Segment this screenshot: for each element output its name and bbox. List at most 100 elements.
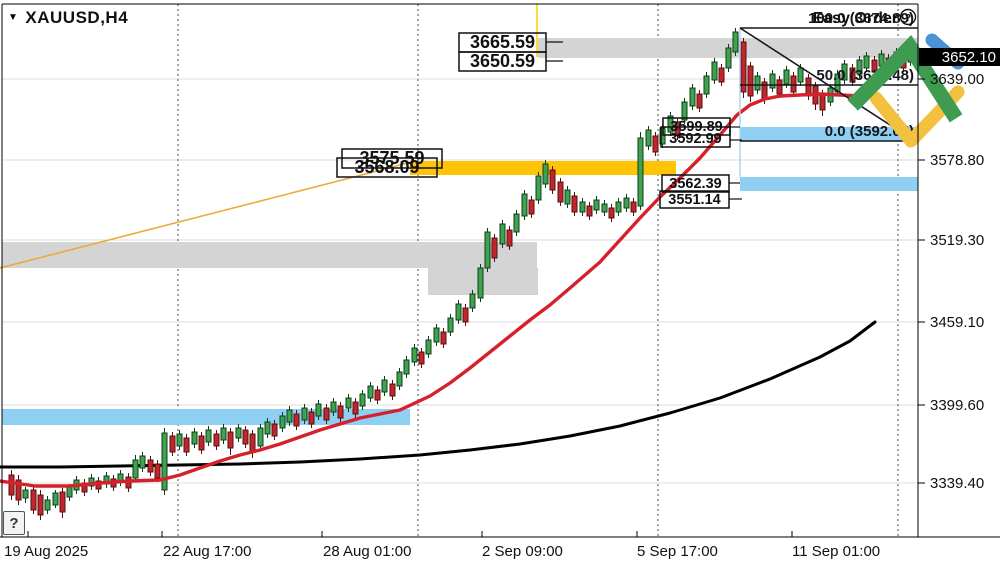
bull-candle [689, 87, 696, 107]
broker-logo-green-chevron [847, 35, 963, 123]
bull-candle [425, 339, 432, 355]
bull-candle [477, 267, 484, 299]
help-button[interactable]: ? [3, 511, 25, 535]
easy-order-label[interactable]: Easy Order [813, 10, 898, 27]
bull-candle [359, 393, 366, 407]
bear-candle [747, 65, 754, 97]
bull-candle [623, 197, 630, 209]
bear-candle [528, 199, 535, 215]
time-axis-label: 22 Aug 17:00 [163, 543, 251, 560]
bull-candle [367, 385, 374, 399]
bear-candle [557, 181, 564, 203]
current-price-tag [919, 48, 1000, 66]
bull-candle [139, 455, 146, 469]
bear-candle [308, 411, 315, 425]
price-level-label: 3650.59 [470, 51, 535, 71]
fib-level-label: 100.0 (3674.89) [808, 10, 914, 27]
bull-candle [841, 63, 848, 81]
bull-candle [542, 163, 549, 185]
bull-candle [411, 347, 418, 363]
price-axis-label: 3639.00 [930, 71, 984, 88]
bull-candle [286, 409, 293, 423]
easy-order-badge-icon[interactable] [899, 8, 917, 26]
bull-candle [725, 47, 732, 69]
bull-candle [863, 55, 870, 69]
bear-candle [389, 383, 396, 397]
price-level-label: 3551.14 [668, 192, 720, 208]
bull-candle [521, 193, 528, 217]
price-axis-label: 3399.60 [930, 397, 984, 414]
bull-candle [769, 73, 776, 89]
time-axis-label: 19 Aug 2025 [4, 543, 88, 560]
price-level-box [458, 51, 547, 72]
bear-candle [608, 207, 615, 219]
bear-candle [819, 93, 826, 111]
bear-candle [242, 429, 249, 445]
price-axis-label: 3459.10 [930, 314, 984, 331]
bull-candle [513, 213, 520, 233]
price-level-label: 3665.59 [470, 32, 535, 52]
bull-candle [52, 492, 59, 506]
bull-candle [315, 403, 322, 417]
bull-candle [66, 486, 73, 498]
bear-candle [571, 195, 578, 213]
time-axis-label: 28 Aug 01:00 [323, 543, 411, 560]
bear-candle [849, 67, 856, 83]
bear-candle [871, 59, 878, 73]
easy-order-badge-glyph: ? [905, 13, 911, 24]
bear-candle [37, 494, 44, 516]
bear-candle [352, 401, 359, 415]
bull-candle [484, 231, 491, 269]
bear-candle [183, 437, 190, 453]
bull-candle [667, 115, 674, 133]
bull-candle [601, 203, 608, 213]
bear-candle [169, 435, 176, 453]
price-axis-label: 3519.30 [930, 232, 984, 249]
bear-candle [652, 135, 659, 153]
bear-candle [337, 405, 344, 419]
blue-zone-right-lower [740, 177, 918, 191]
bull-candle [403, 359, 410, 375]
price-level-box [661, 174, 730, 193]
bull-candle [797, 67, 804, 83]
bear-candle [776, 79, 783, 95]
bull-candle [44, 499, 51, 511]
bear-candle [30, 489, 37, 511]
bull-candle [132, 459, 139, 479]
bear-candle [59, 491, 66, 513]
price-axis-label: 3339.40 [930, 475, 984, 492]
bull-candle [754, 75, 761, 91]
bull-candle [593, 199, 600, 211]
bull-candle [396, 371, 403, 387]
bull-candle [732, 31, 739, 53]
bear-candle [491, 237, 498, 259]
bear-candle [154, 463, 161, 479]
bear-candle [271, 423, 278, 437]
bear-candle [213, 433, 220, 447]
bull-candle [257, 427, 264, 447]
bull-candle [783, 69, 790, 85]
bull-candle [264, 421, 271, 435]
bull-candle [279, 415, 286, 429]
time-axis-label: 5 Sep 17:00 [637, 543, 718, 560]
bear-candle [418, 351, 425, 365]
current-price-value: 3652.10 [942, 49, 996, 66]
time-axis-label: 11 Sep 01:00 [792, 543, 880, 560]
bear-candle [227, 431, 234, 449]
bull-candle [834, 73, 841, 93]
bull-candle [191, 431, 198, 445]
bull-candle [220, 427, 227, 441]
bear-candle [440, 331, 447, 345]
bull-candle [447, 317, 454, 333]
bull-candle [681, 101, 688, 121]
ma-slow-line [0, 320, 877, 469]
bear-candle [630, 201, 637, 213]
price-level-label: 3562.39 [669, 176, 721, 192]
bull-candle [205, 429, 212, 443]
bull-candle [161, 432, 168, 491]
bear-candle [696, 93, 703, 109]
time-axis-label: 2 Sep 09:00 [482, 543, 563, 560]
symbol-timeframe-label[interactable]: ▼ XAUUSD,H4 [8, 8, 128, 28]
